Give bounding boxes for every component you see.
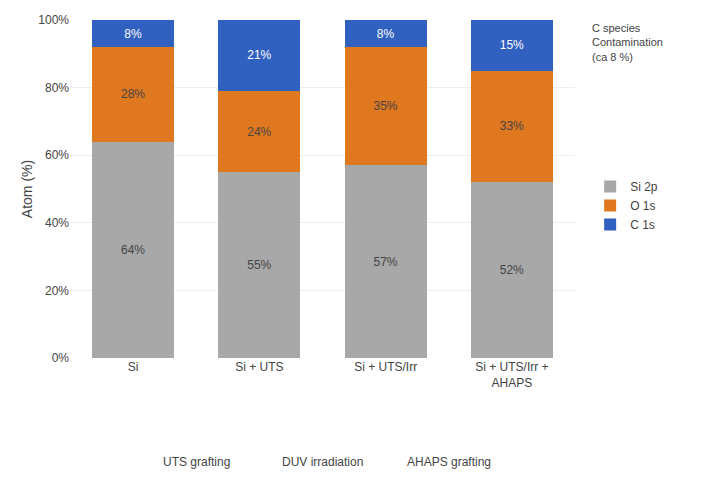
svg-text:AHAPS grafting: AHAPS grafting xyxy=(407,455,491,469)
svg-text:80%: 80% xyxy=(45,81,69,95)
svg-text:24%: 24% xyxy=(247,125,271,139)
svg-text:33%: 33% xyxy=(500,119,524,133)
svg-text:Si 2p: Si 2p xyxy=(630,180,658,194)
svg-text:28%: 28% xyxy=(121,87,145,101)
svg-text:UTS grafting: UTS grafting xyxy=(163,455,230,469)
svg-text:15%: 15% xyxy=(500,38,524,52)
svg-text:21%: 21% xyxy=(247,48,271,62)
svg-text:Si + UTS: Si + UTS xyxy=(235,360,283,374)
svg-text:52%: 52% xyxy=(500,263,524,277)
svg-text:C speciesContamination(ca 8 %): C speciesContamination(ca 8 %) xyxy=(592,22,663,63)
svg-text:Si + UTS/Irr +AHAPS: Si + UTS/Irr +AHAPS xyxy=(475,360,548,390)
svg-text:20%: 20% xyxy=(45,284,69,298)
svg-text:0%: 0% xyxy=(52,351,70,365)
svg-text:40%: 40% xyxy=(45,216,69,230)
svg-text:100%: 100% xyxy=(38,13,69,27)
svg-text:Si + UTS/Irr: Si + UTS/Irr xyxy=(354,360,417,374)
svg-text:8%: 8% xyxy=(377,27,395,41)
svg-text:C 1s: C 1s xyxy=(630,218,655,232)
svg-text:57%: 57% xyxy=(373,255,397,269)
svg-text:64%: 64% xyxy=(121,243,145,257)
svg-text:O 1s: O 1s xyxy=(630,199,655,213)
svg-text:8%: 8% xyxy=(124,27,142,41)
svg-text:55%: 55% xyxy=(247,258,271,272)
svg-text:60%: 60% xyxy=(45,148,69,162)
svg-text:35%: 35% xyxy=(373,99,397,113)
svg-text:DUV irradiation: DUV irradiation xyxy=(282,455,363,469)
svg-text:Si: Si xyxy=(128,360,139,374)
svg-text:Atom (%): Atom (%) xyxy=(19,160,35,218)
